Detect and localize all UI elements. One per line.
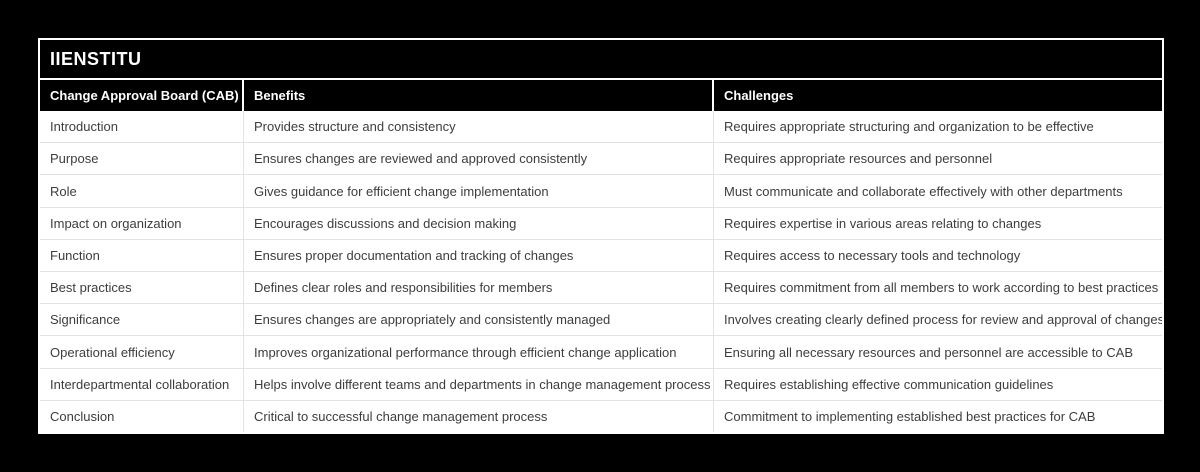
table-body: Introduction Provides structure and cons… xyxy=(40,111,1162,433)
row-topic-cell: Introduction xyxy=(40,111,244,143)
row-benefit-cell: Encourages discussions and decision maki… xyxy=(244,207,714,239)
column-header-benefits: Benefits xyxy=(244,80,714,111)
table-row: Purpose Ensures changes are reviewed and… xyxy=(40,143,1162,176)
table-row: Impact on organization Encourages discus… xyxy=(40,207,1162,240)
row-benefit-cell: Critical to successful change management… xyxy=(244,400,714,433)
row-challenge-cell: Requires expertise in various areas rela… xyxy=(724,215,1042,231)
column-header-challenges: Challenges xyxy=(714,80,1162,111)
row-benefit-cell: Gives guidance for efficient change impl… xyxy=(244,175,714,207)
row-topic-cell: Function xyxy=(40,239,244,272)
row-challenge-cell: Requires access to necessary tools and t… xyxy=(724,247,1021,263)
row-benefit-cell: Ensures changes are reviewed and approve… xyxy=(244,143,714,175)
table-row: Introduction Provides structure and cons… xyxy=(40,111,1162,144)
row-challenge-cell: Requires commitment from all members to … xyxy=(724,280,1159,296)
row-benefit-cell: Improves organizational performance thro… xyxy=(244,336,714,368)
row-topic-cell: Operational efficiency xyxy=(40,336,244,368)
table-row: Operational efficiency Improves organiza… xyxy=(40,336,1162,369)
row-challenge-cell: Requires establishing effective communic… xyxy=(724,376,1054,392)
row-topic-cell: Conclusion xyxy=(40,400,244,433)
row-topic-cell: Interdepartmental collaboration xyxy=(40,368,244,400)
cab-table-card: IIENSTITU Change Approval Board (CAB) Be… xyxy=(38,38,1164,434)
row-benefit-cell: Ensures changes are appropriately and co… xyxy=(244,304,714,336)
row-benefit-cell: Defines clear roles and responsibilities… xyxy=(244,272,714,304)
row-challenge-cell: Must communicate and collaborate effecti… xyxy=(724,183,1123,199)
row-challenge-cell: Commitment to implementing established b… xyxy=(724,408,1096,424)
table-row: Significance Ensures changes are appropr… xyxy=(40,304,1162,337)
table-row: Conclusion Critical to successful change… xyxy=(40,400,1162,433)
row-challenge-cell: Involves creating clearly defined proces… xyxy=(724,312,1162,328)
brand-title: IIENSTITU xyxy=(50,48,142,69)
column-header-cab: Change Approval Board (CAB) xyxy=(40,80,244,111)
row-topic-cell: Role xyxy=(40,175,244,207)
row-challenge-cell: Requires appropriate resources and perso… xyxy=(724,151,993,167)
row-benefit-cell: Ensures proper documentation and trackin… xyxy=(244,239,714,272)
row-challenge-cell: Ensuring all necessary resources and per… xyxy=(724,344,1133,360)
table-row: Best practices Defines clear roles and r… xyxy=(40,272,1162,305)
row-benefit-cell: Helps involve different teams and depart… xyxy=(244,368,714,400)
row-topic-cell: Best practices xyxy=(40,272,244,304)
row-topic-cell: Purpose xyxy=(40,143,244,175)
table-title-bar: IIENSTITU xyxy=(40,40,1162,80)
row-topic-cell: Impact on organization xyxy=(40,207,244,239)
table-row: Function Ensures proper documentation an… xyxy=(40,239,1162,273)
row-benefit-cell: Provides structure and consistency xyxy=(244,111,714,143)
row-challenge-cell: Requires appropriate structuring and org… xyxy=(724,119,1094,135)
table-row: Role Gives guidance for efficient change… xyxy=(40,175,1162,208)
table-header-row: Change Approval Board (CAB) Benefits Cha… xyxy=(40,80,1162,111)
row-topic-cell: Significance xyxy=(40,304,244,336)
table-row: Interdepartmental collaboration Helps in… xyxy=(40,368,1162,401)
